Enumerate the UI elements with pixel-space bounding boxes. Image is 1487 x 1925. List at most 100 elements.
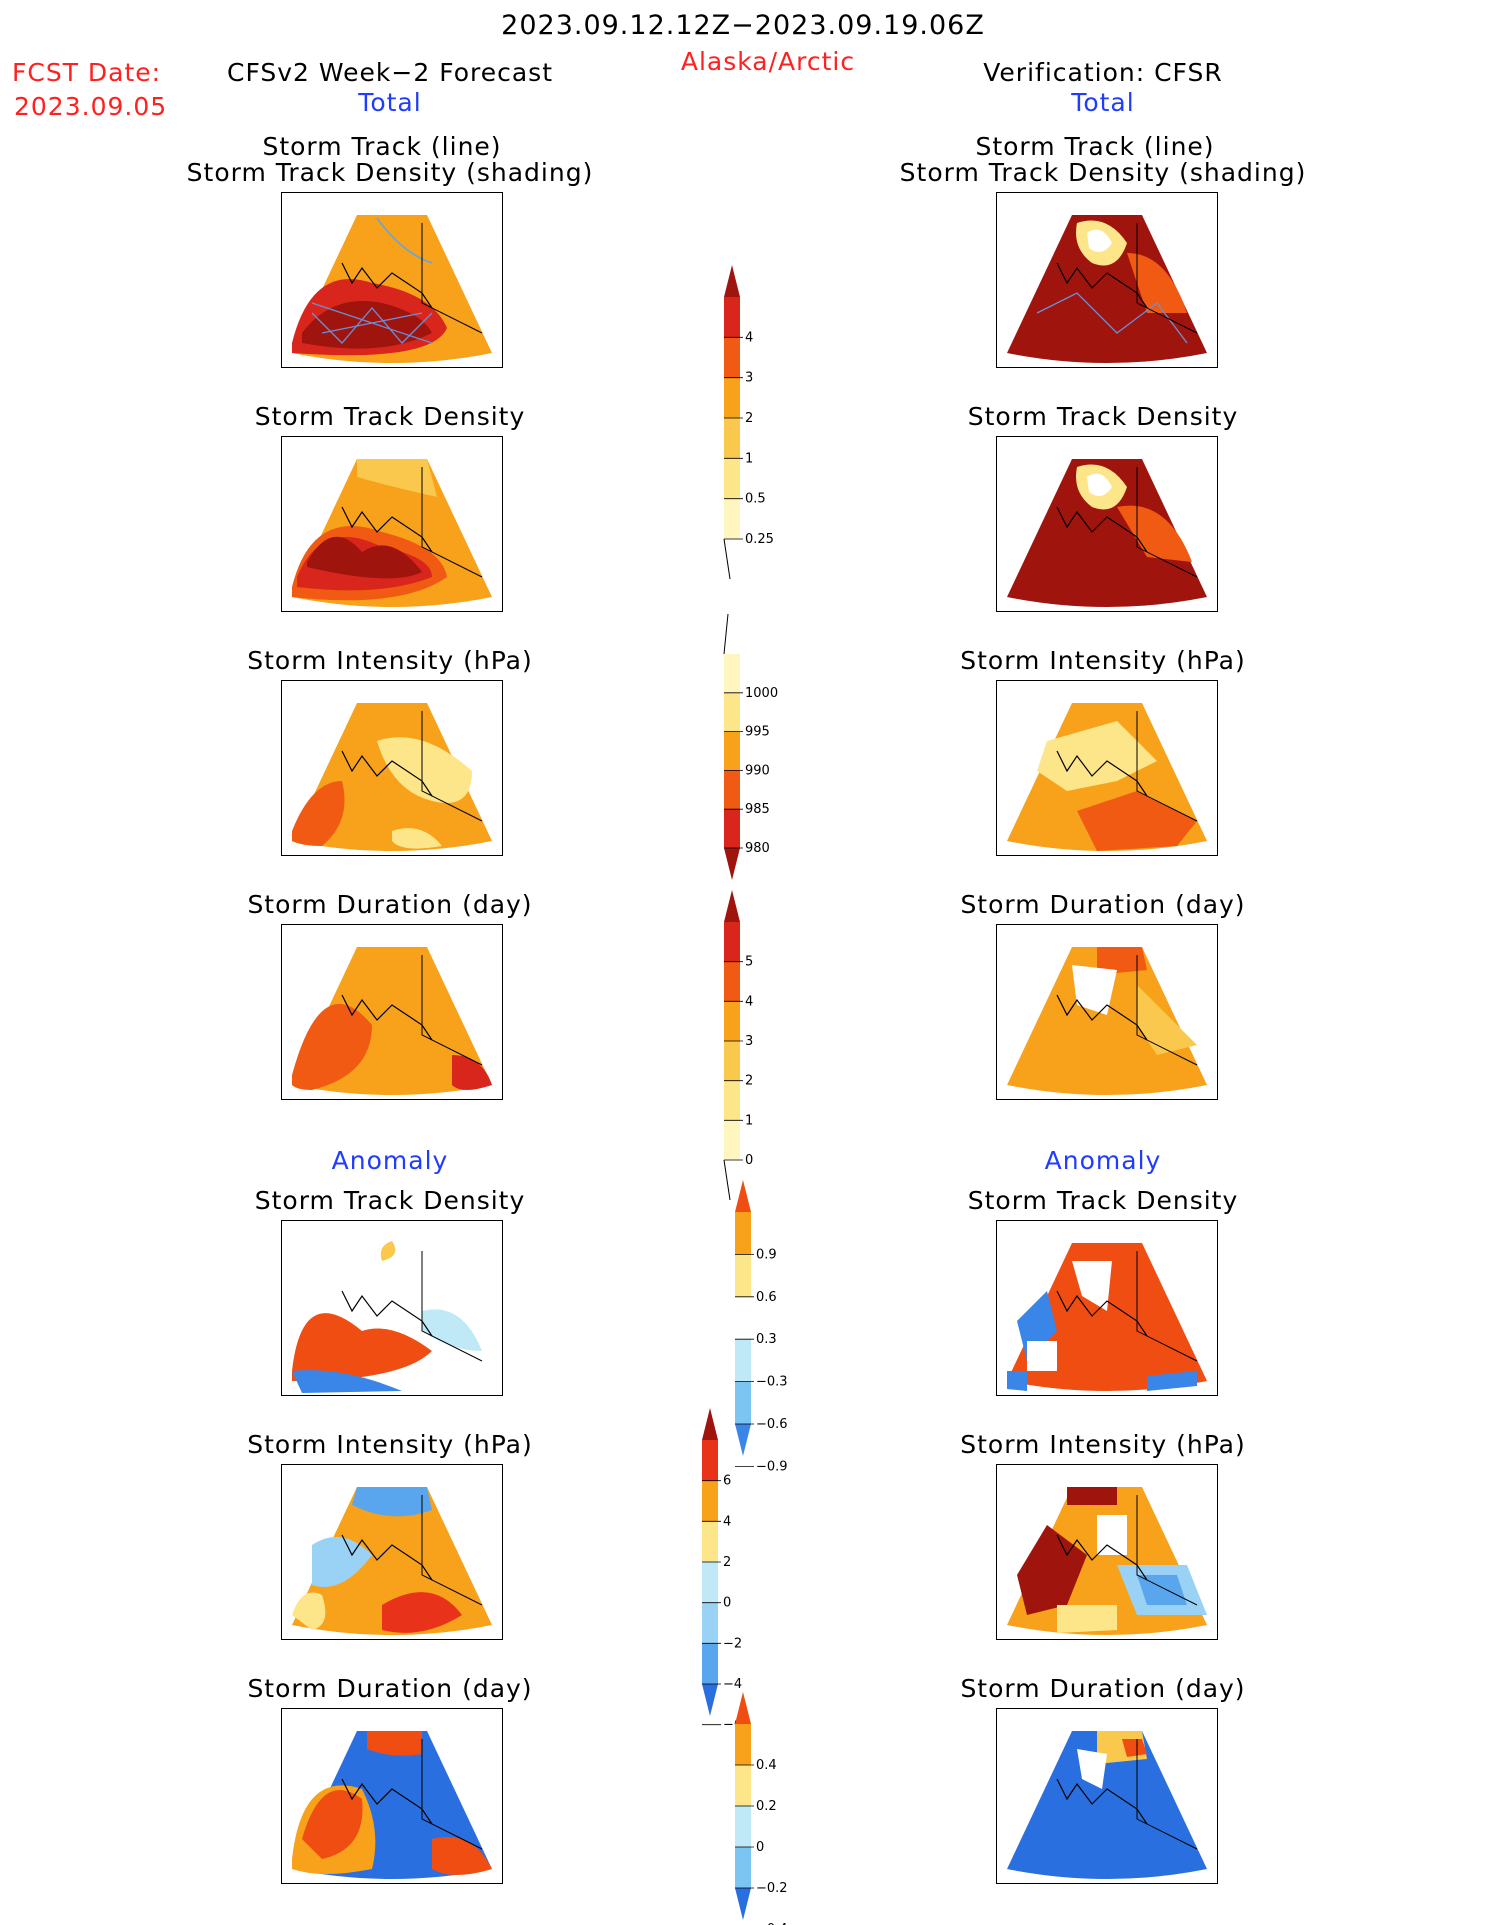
colorbar-tick-label: 5	[745, 955, 753, 970]
left-intensity-title: Storm Intensity (hPa)	[247, 646, 533, 675]
colorbar-tick-label: −0.3	[756, 1375, 788, 1390]
colorbar-density-anom: 0.9 0.6 0.3 −0.3 −0.6 −0.9	[733, 1180, 813, 1474]
map-cfsr-anom-intensity	[996, 1464, 1218, 1640]
colorbar-bottom-arrow	[735, 1888, 751, 1920]
colorbar-box	[735, 1724, 751, 1766]
colorbar-tick-label: 3	[745, 1034, 753, 1049]
map-fcst-anom-duration	[281, 1708, 503, 1884]
colorbar-box	[724, 1041, 740, 1082]
colorbar-box	[724, 377, 740, 419]
colorbar-tick-label: 4	[745, 994, 753, 1009]
colorbar-box	[735, 1212, 751, 1255]
colorbar-box	[724, 731, 740, 771]
left-anomaly-label: Anomaly	[331, 1146, 449, 1175]
colorbar-box	[735, 1847, 751, 1889]
fcst-date-value: 2023.09.05	[14, 92, 168, 121]
colorbar-tick-label: 2	[745, 411, 753, 426]
colorbar-tick-label: 0.6	[756, 1290, 777, 1305]
colorbar-box	[724, 498, 740, 540]
colorbar-box	[724, 922, 740, 963]
map-cfsr-anom-density	[996, 1220, 1218, 1396]
colorbar-density-total: 4 3 2 1 0.5 0.25	[722, 265, 802, 580]
colorbar-box	[735, 1296, 751, 1340]
colorbar-box	[735, 1381, 751, 1425]
map-cfsr-duration	[996, 924, 1218, 1100]
right-track-line-title: Storm Track (line)	[975, 132, 1215, 161]
region-label: Alaska/Arctic	[680, 47, 856, 76]
colorbar-box	[735, 1339, 751, 1383]
colorbar-top-arrow	[702, 1408, 718, 1440]
colorbar-tick-label: 0.9	[756, 1247, 777, 1262]
colorbar-tick-label: 4	[745, 330, 753, 345]
colorbar-tick-label: 0	[756, 1840, 764, 1855]
colorbar-bottom-arrow	[724, 848, 740, 880]
colorbar-tick-label: −0.2	[756, 1881, 788, 1896]
colorbar-box	[724, 1001, 740, 1042]
colorbar-box	[724, 809, 740, 849]
colorbar-tick-label: 3	[745, 371, 753, 386]
colorbar-top-arrow	[735, 1692, 751, 1724]
colorbar-tick-label: 4	[723, 1514, 731, 1529]
right-anomaly-label: Anomaly	[1044, 1146, 1162, 1175]
forecast-period: 2023.09.12.12Z−2023.09.19.06Z	[501, 10, 985, 41]
colorbar-box	[702, 1643, 718, 1685]
colorbar-tick-label: 0.5	[745, 492, 766, 507]
left-anom-density-title: Storm Track Density	[254, 1186, 526, 1215]
colorbar-top-arrow	[724, 265, 740, 297]
right-duration-title: Storm Duration (day)	[960, 890, 1246, 919]
right-intensity-title: Storm Intensity (hPa)	[960, 646, 1246, 675]
colorbar-box	[724, 961, 740, 1002]
right-total-label: Total	[1071, 88, 1135, 117]
colorbar-box	[702, 1480, 718, 1522]
colorbar-intensity-anom: 6 4 2 0 −2 −4 −6	[700, 1408, 780, 1733]
map-cfsr-density	[996, 436, 1218, 612]
colorbar-box	[724, 654, 740, 694]
colorbar-tick-label: 0	[745, 1153, 753, 1168]
colorbar-duration-anom: 0.4 0.2 0 −0.2 −0.4	[733, 1692, 813, 1925]
map-cfsr-track-line	[996, 192, 1218, 368]
colorbar-top-arrow	[735, 1180, 751, 1212]
colorbar-box	[702, 1562, 718, 1604]
left-track-shading-title: Storm Track Density (shading)	[186, 158, 594, 187]
colorbar-box	[735, 1765, 751, 1807]
colorbar-box	[724, 297, 740, 338]
colorbar-tick-label: −0.6	[756, 1417, 788, 1432]
colorbar-tick-label: 6	[723, 1474, 731, 1489]
colorbar-box	[735, 1254, 751, 1298]
right-column-title: Verification: CFSR	[983, 58, 1223, 87]
colorbar-tick-label: 1	[745, 1113, 753, 1128]
map-cfsr-intensity	[996, 680, 1218, 856]
left-density-title: Storm Track Density	[254, 402, 526, 431]
colorbar-tick-label: −4	[723, 1677, 742, 1692]
colorbar-tick-label: 0.2	[756, 1799, 777, 1814]
colorbar-tick-label: 985	[745, 802, 770, 817]
colorbar-bottom-line	[723, 538, 731, 580]
fcst-date-label: FCST Date:	[12, 58, 162, 87]
colorbar-tick-label: 0	[723, 1596, 731, 1611]
colorbar-box	[724, 337, 740, 379]
colorbar-bottom-arrow	[702, 1684, 718, 1716]
colorbar-box	[724, 1120, 740, 1161]
colorbar-tick-label: −0.4	[756, 1922, 788, 1925]
colorbar-box	[702, 1521, 718, 1563]
colorbar-top-line	[723, 613, 729, 655]
left-track-line-title: Storm Track (line)	[262, 132, 502, 161]
map-fcst-intensity	[281, 680, 503, 856]
colorbar-box	[724, 692, 740, 733]
colorbar-box	[702, 1602, 718, 1644]
colorbar-tick-label: 0.4	[756, 1758, 777, 1773]
colorbar-box	[724, 770, 740, 810]
colorbar-tick-label: 0.3	[756, 1332, 777, 1347]
colorbar-tick-label: 1	[745, 451, 753, 466]
right-density-title: Storm Track Density	[967, 402, 1239, 431]
map-cfsr-anom-duration	[996, 1708, 1218, 1884]
colorbar-tick-label: 990	[745, 763, 770, 778]
colorbar-tick-label: 995	[745, 725, 770, 740]
map-fcst-anom-intensity	[281, 1464, 503, 1640]
colorbar-tick-label: −0.9	[756, 1459, 788, 1474]
map-fcst-density	[281, 436, 503, 612]
map-fcst-track-line	[281, 192, 503, 368]
colorbar-tick-label: 1000	[745, 686, 778, 701]
right-anom-duration-title: Storm Duration (day)	[960, 1674, 1246, 1703]
colorbar-tick-label: 0.25	[745, 532, 774, 547]
